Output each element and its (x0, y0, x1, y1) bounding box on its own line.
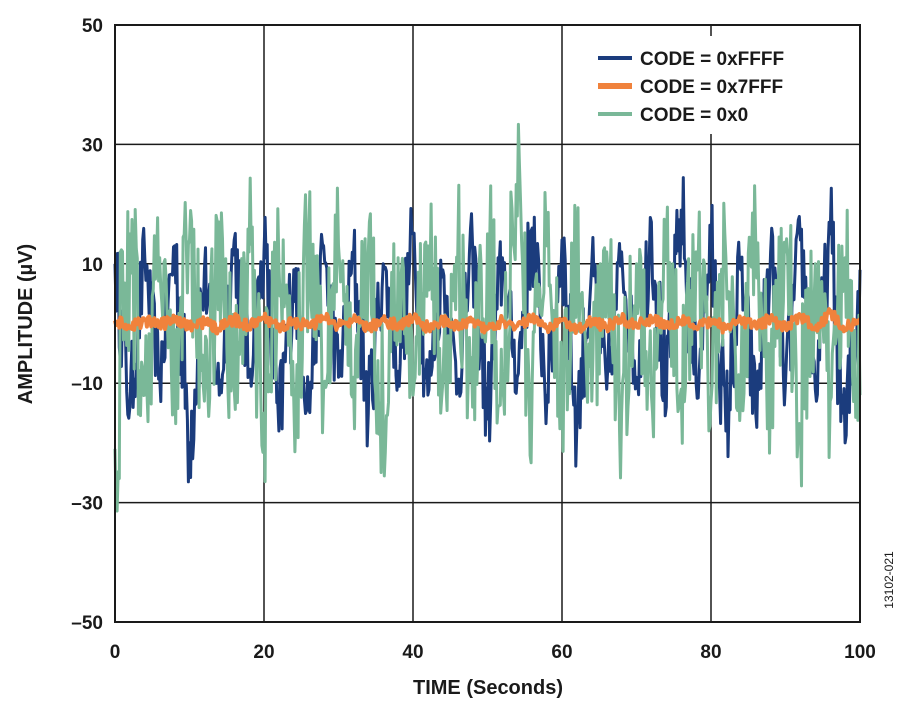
plot-frame (114, 24, 861, 623)
x-tick-label: 100 (844, 642, 876, 663)
series-layer (113, 122, 862, 513)
y-tick-labels: –50 –30 –10 10 30 50 (71, 16, 103, 634)
x-axis-title: TIME (Seconds) (413, 677, 563, 699)
x-tick-label: 60 (551, 642, 572, 663)
y-tick-label: –30 (71, 494, 103, 515)
y-tick-label: 30 (82, 135, 103, 156)
y-tick-label: 50 (82, 16, 103, 37)
x-tick-label: 40 (402, 642, 423, 663)
legend-label: CODE = 0xFFFF (640, 49, 784, 70)
x-tick-label: 80 (700, 642, 721, 663)
figure-id: 13102-021 (882, 551, 896, 609)
y-tick-label: –50 (71, 613, 103, 634)
legend-box (590, 36, 852, 134)
y-tick-label: 10 (82, 255, 103, 276)
legend: CODE = 0xFFFF CODE = 0x7FFF CODE = 0x0 (598, 49, 784, 126)
x-tick-label: 0 (110, 642, 121, 663)
x-tick-label: 20 (253, 642, 274, 663)
y-axis-title: AMPLITUDE (µV) (15, 244, 37, 404)
x-tick-labels: 0 20 40 60 80 100 (110, 642, 876, 663)
series-line-3 (113, 122, 862, 513)
series-line-2 (113, 307, 861, 336)
legend-label: CODE = 0x7FFF (640, 77, 783, 98)
legend-label: CODE = 0x0 (640, 105, 748, 126)
y-tick-label: –10 (71, 374, 103, 395)
